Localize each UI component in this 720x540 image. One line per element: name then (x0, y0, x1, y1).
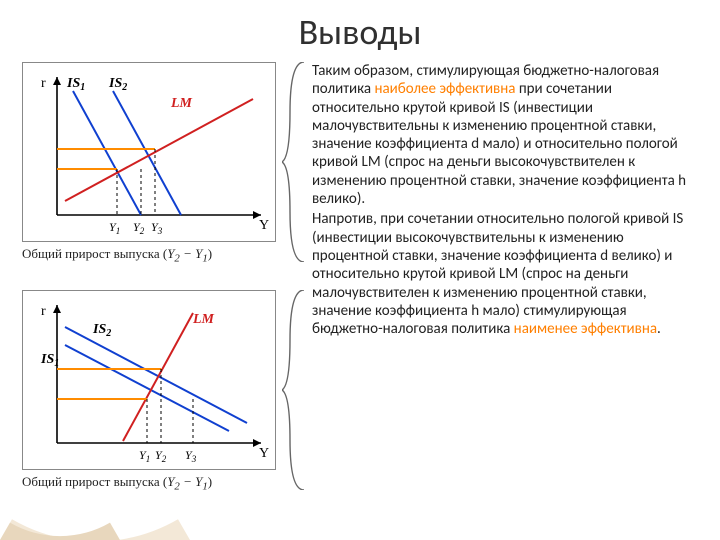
g1-r: r (41, 76, 46, 91)
g1-y2: Y2 (133, 220, 145, 236)
para-1: Таким образом, стимулирующая бюджетно-на… (312, 62, 700, 208)
g1-Y: Y (259, 218, 269, 233)
caption-2: Общий прирост выпуска (Y2 − Y1) (22, 474, 276, 493)
brace-2 (282, 290, 308, 490)
g2-y3: Y3 (185, 448, 197, 464)
g2-Y: Y (259, 446, 269, 461)
g1-y3: Y3 (151, 220, 163, 236)
conclusion-text: Таким образом, стимулирующая бюджетно-на… (312, 62, 700, 340)
g2-is2: IS2 (92, 322, 111, 339)
graph-1-svg: r Y IS1 IS2 LM Y1 Y2 Y3 (23, 63, 275, 241)
para-2: Напротив, при сочетании относительно пол… (312, 210, 700, 338)
graph-2-svg: r Y IS1 IS2 LM Y1 Y2 Y3 (23, 291, 275, 469)
graph-1: r Y IS1 IS2 LM Y1 Y2 Y3 (22, 62, 276, 242)
g2-y2: Y2 (155, 448, 167, 464)
graph-2: r Y IS1 IS2 LM Y1 Y2 Y3 (22, 290, 276, 470)
caption-1: Общий прирост выпуска (Y2 − Y1) (22, 246, 276, 265)
g1-is1: IS1 (66, 76, 85, 93)
g1-lm: LM (170, 96, 193, 111)
g2-lm: LM (192, 312, 215, 327)
g1-is2: IS2 (108, 76, 127, 93)
g2-r: r (41, 304, 46, 319)
slide-title: Выводы (0, 10, 720, 54)
g1-y1: Y1 (109, 220, 120, 236)
brace-1 (282, 62, 308, 262)
g2-y1: Y1 (139, 448, 150, 464)
